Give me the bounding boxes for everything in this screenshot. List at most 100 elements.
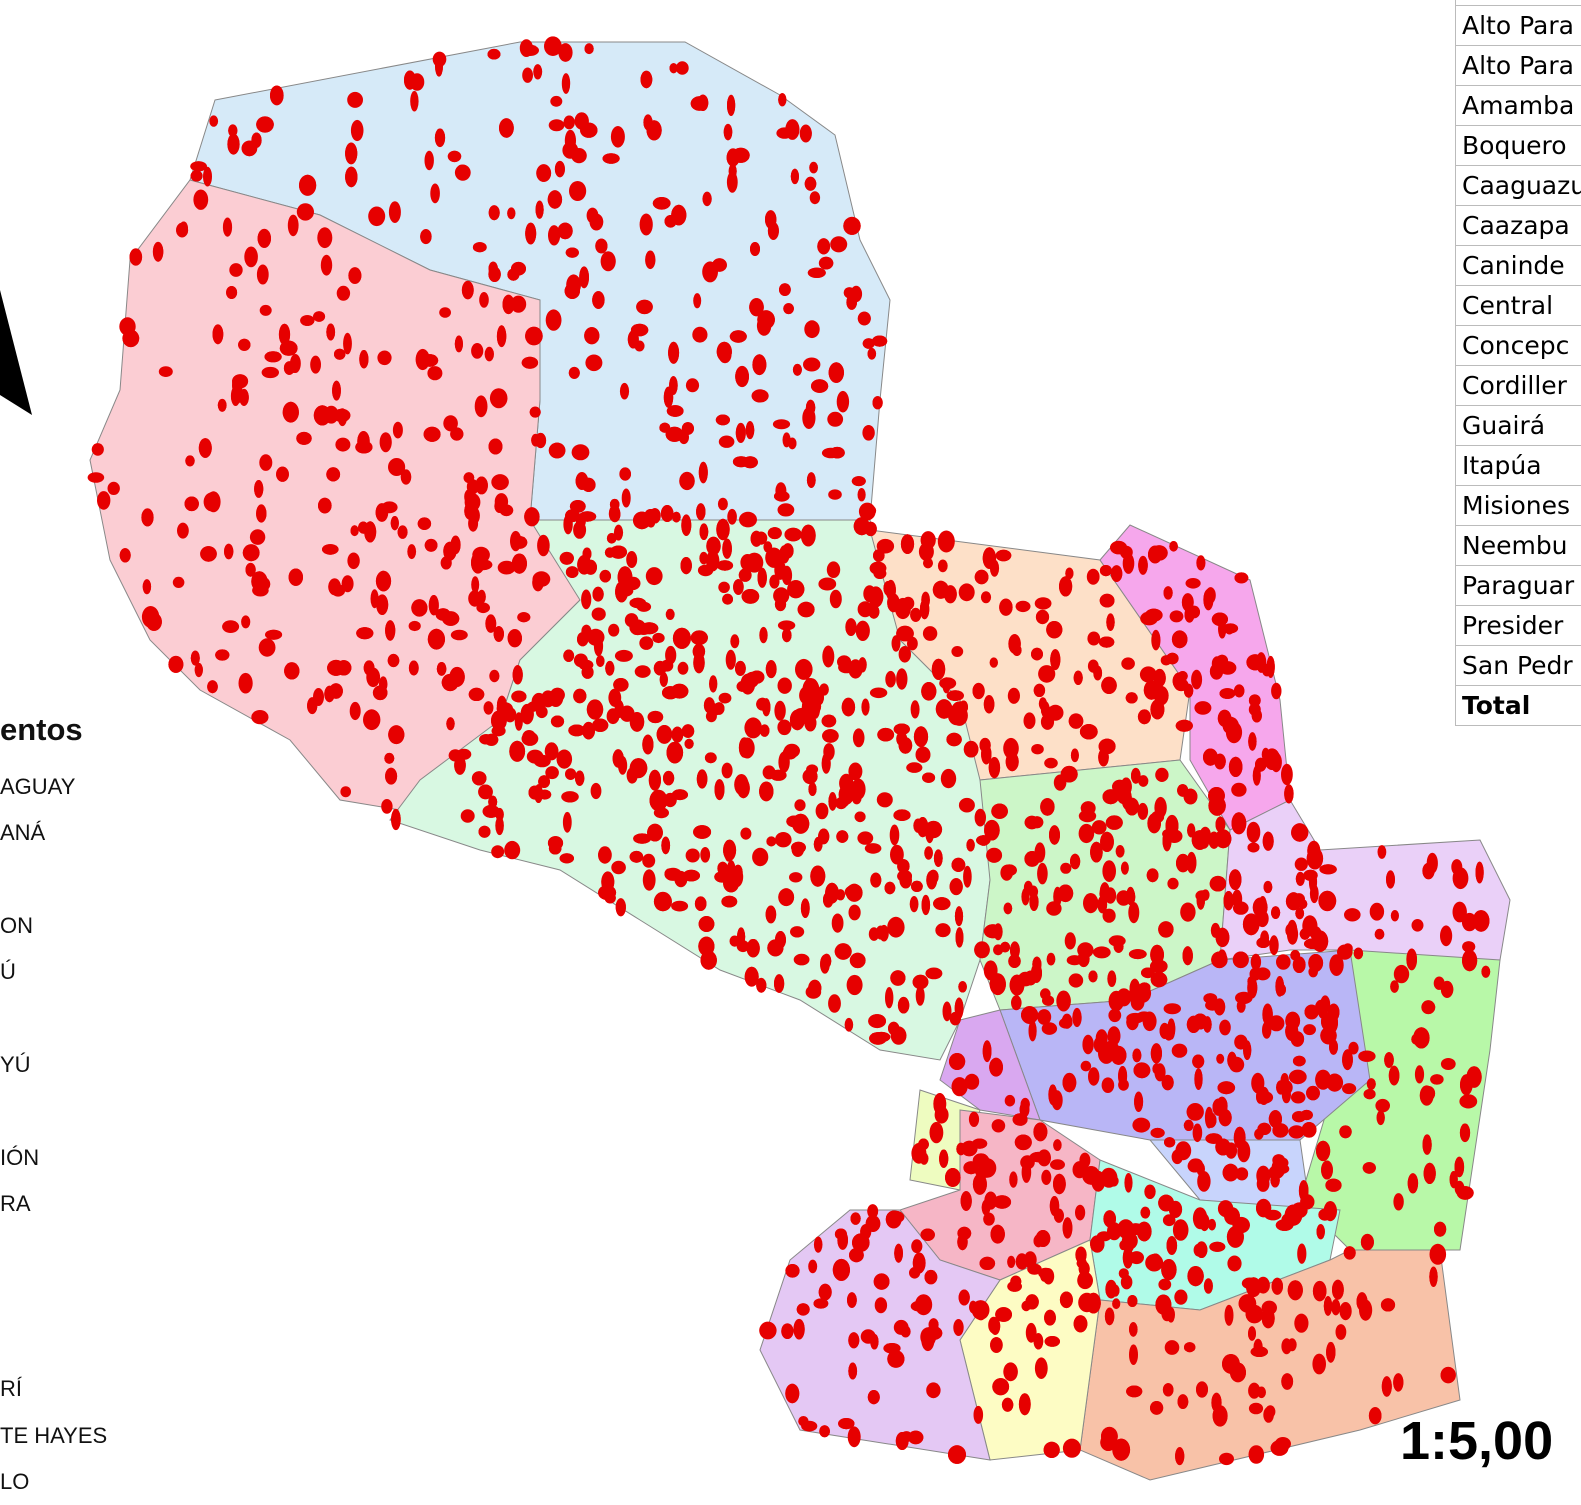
fire-icon — [1256, 1198, 1272, 1218]
fire-icon — [844, 1017, 854, 1032]
fire-icon — [926, 1382, 941, 1399]
fire-icon — [596, 655, 605, 667]
fire-icon — [848, 1332, 860, 1349]
fire-icon — [1339, 1302, 1352, 1321]
fire-icon — [1316, 1140, 1331, 1162]
fire-icon — [1235, 991, 1253, 1005]
fire-icon — [1118, 1066, 1128, 1086]
fire-icon — [1099, 565, 1112, 577]
fire-icon — [945, 1168, 961, 1187]
fire-icon — [491, 710, 507, 731]
fire-icon — [703, 697, 715, 714]
fire-icon — [693, 825, 712, 839]
fire-icon — [224, 543, 234, 560]
fire-icon — [1012, 644, 1022, 656]
fire-icon — [619, 382, 630, 400]
fire-icon — [1129, 1322, 1138, 1337]
table-cell: Boquero — [1454, 125, 1581, 166]
fire-icon — [984, 819, 1000, 841]
fire-icon — [251, 710, 269, 725]
fire-icon — [1053, 1173, 1066, 1195]
fire-icon — [198, 438, 212, 458]
fire-icon — [410, 90, 419, 112]
fire-icon — [629, 758, 648, 779]
fire-icon — [1059, 1291, 1073, 1309]
fire-icon — [666, 405, 684, 417]
fire-icon — [1177, 671, 1188, 681]
fire-icon — [681, 422, 695, 435]
fire-icon — [696, 503, 706, 521]
fire-icon — [1421, 1000, 1436, 1015]
fire-icon — [897, 870, 912, 883]
fire-icon — [1014, 1134, 1032, 1151]
fire-icon — [974, 569, 989, 585]
fire-icon — [1263, 880, 1273, 894]
fire-icon — [1344, 908, 1361, 922]
fire-icon — [1297, 899, 1308, 909]
fire-icon — [278, 323, 291, 346]
fire-icon — [375, 503, 389, 522]
fire-icon — [818, 577, 837, 591]
fire-icon — [626, 551, 638, 568]
fire-icon — [1295, 871, 1305, 886]
fire-icon — [460, 809, 475, 823]
fire-icon — [1161, 1259, 1177, 1281]
fire-icon — [1248, 1402, 1264, 1415]
fire-icon — [1459, 1094, 1478, 1109]
table-row: Neembu — [1454, 525, 1581, 566]
fire-icon — [951, 646, 964, 657]
fire-icon — [954, 997, 964, 1020]
fire-icon — [873, 1273, 890, 1290]
fire-icon — [1303, 1024, 1316, 1036]
fire-icon — [479, 292, 489, 308]
fire-icon — [1287, 919, 1298, 941]
fire-icon — [1007, 687, 1021, 704]
fire-icon — [1126, 886, 1135, 906]
fire-icon — [663, 792, 677, 808]
fire-icon — [922, 772, 936, 783]
fire-icon — [727, 94, 736, 116]
fire-icon — [1088, 1067, 1100, 1086]
fire-icon — [725, 649, 736, 670]
fire-icon — [1105, 1279, 1117, 1299]
fire-icon — [1227, 1051, 1237, 1069]
fire-icon — [949, 878, 963, 896]
table-row: Cordiller — [1454, 365, 1581, 406]
fire-icon — [512, 536, 528, 549]
fire-icon — [356, 627, 374, 640]
fire-icon — [203, 166, 212, 187]
fire-icon — [869, 687, 888, 699]
fire-icon — [723, 839, 737, 861]
fire-icon — [1219, 1019, 1231, 1036]
fire-icon — [1149, 1253, 1162, 1271]
fire-icon — [1079, 1152, 1091, 1169]
fire-icon — [825, 882, 839, 904]
fire-icon — [1291, 823, 1309, 842]
fire-icon — [806, 472, 816, 488]
fire-icon — [1384, 1052, 1394, 1068]
fire-icon — [1271, 1277, 1284, 1295]
fire-icon — [669, 376, 678, 395]
fire-icon — [1285, 892, 1302, 911]
fire-icon — [1046, 621, 1063, 639]
fire-icon — [586, 699, 604, 720]
fire-icon — [1182, 946, 1193, 966]
fire-icon — [887, 1350, 905, 1368]
fire-icon — [489, 669, 500, 683]
fire-icon — [569, 181, 587, 201]
fire-icon — [1472, 910, 1490, 932]
fire-icon — [898, 737, 913, 754]
fire-icon — [581, 589, 592, 610]
fire-icon — [949, 1053, 966, 1070]
fire-icon — [1154, 686, 1169, 706]
fire-icon — [721, 762, 733, 779]
fire-icon — [1077, 1272, 1089, 1287]
fire-icon — [784, 527, 802, 542]
fire-icon — [1265, 1405, 1276, 1418]
fire-icon — [993, 1195, 1012, 1209]
fire-icon — [643, 114, 653, 131]
fire-icon — [991, 1119, 1006, 1133]
fire-icon — [464, 502, 476, 520]
fire-icon — [1112, 1298, 1121, 1310]
fire-icon — [671, 204, 687, 226]
